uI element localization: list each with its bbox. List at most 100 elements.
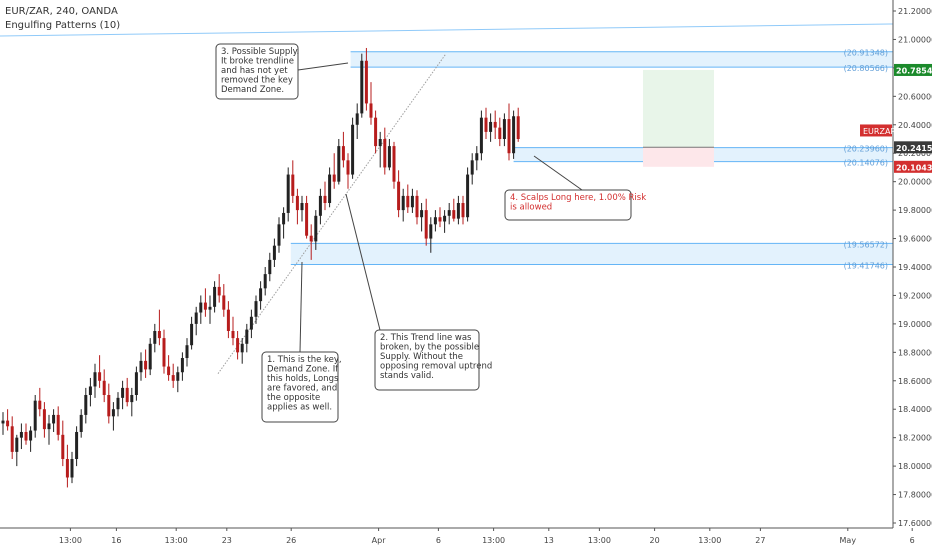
candle-body: [56, 414, 60, 435]
candle-body: [328, 174, 332, 203]
candle-body: [38, 400, 42, 410]
candle-body: [194, 312, 198, 324]
candle-body: [337, 146, 341, 182]
candle-body: [387, 146, 391, 168]
x-tick-label: 16: [111, 536, 121, 545]
zone-labels-layer: (20.91348) (20.80566) (20.23960) (20.14076)…: [844, 49, 888, 271]
candle-body: [378, 139, 382, 147]
candle-body: [415, 195, 419, 218]
target-area: [643, 69, 714, 148]
y-tick-label: 17.80000: [898, 491, 932, 500]
candle-body: [438, 217, 442, 222]
candle-body: [222, 295, 226, 310]
note-1-text: this holds, Longs: [267, 374, 339, 384]
candle-body: [19, 431, 23, 438]
zone-price-label: (20.80566): [844, 64, 888, 73]
x-tick-label: 6: [436, 536, 441, 545]
candle-body: [157, 331, 161, 339]
candle-body: [489, 121, 493, 132]
candle-body: [461, 203, 465, 218]
target-price-badge: [894, 63, 932, 76]
candle-body: [153, 331, 157, 344]
y-tick-label: 19.20000: [898, 291, 932, 300]
candle-body: [364, 60, 368, 104]
note-1-text: 1. This is the key,: [267, 355, 342, 365]
candle-body: [452, 210, 456, 219]
note-1-text: Demand Zone. If: [267, 365, 339, 375]
candle-body: [231, 331, 235, 339]
candle-body: [502, 119, 506, 139]
uptrend-line: [217, 53, 447, 374]
y-tick-label: 20.40000: [898, 121, 932, 130]
note-2-text: 2. This Trend line was: [380, 333, 472, 343]
x-tick-label: 6: [910, 536, 915, 545]
y-tick-label: 18.40000: [898, 405, 932, 414]
candle-body: [516, 116, 520, 139]
candle-body: [332, 174, 336, 182]
candle-body: [406, 195, 410, 208]
candle-body: [484, 117, 488, 132]
x-tick-label: 13:00: [588, 536, 611, 545]
candle-body: [360, 60, 364, 114]
note-4-text: 4. Scalps Long here, 1.00% Risk: [510, 193, 646, 203]
candle-body: [305, 203, 309, 236]
x-tick-label: 26: [286, 536, 296, 545]
candle-body: [88, 386, 92, 395]
candle-body: [346, 160, 350, 175]
candle-body: [134, 372, 138, 395]
y-tick-label: 19.40000: [898, 263, 932, 272]
y-tick-label: 19.60000: [898, 235, 932, 244]
stop-price-badge-text: 20.10439: [896, 163, 932, 172]
zone-price-label: (20.14076): [844, 159, 888, 168]
candle-body: [130, 395, 134, 403]
candle-body: [213, 286, 217, 307]
stop-price-badge: [894, 160, 932, 173]
candle-body: [144, 360, 148, 370]
x-tick-label: May: [840, 536, 857, 545]
candle-body: [429, 224, 433, 239]
candle-body: [498, 127, 502, 139]
candle-body: [61, 434, 65, 459]
candle-body: [268, 259, 272, 275]
candle-body: [245, 329, 249, 344]
y-tick-label: 21.20000: [898, 7, 932, 16]
x-tick-label: 23: [222, 536, 232, 545]
candle-body: [226, 309, 230, 331]
candle-body: [443, 215, 447, 222]
indicator-title: Engulfing Patterns (10): [5, 20, 120, 31]
candle-body: [47, 423, 51, 430]
candle-body: [374, 117, 378, 147]
candle-body: [309, 235, 313, 242]
note-2-text: broken, by the possible: [380, 343, 479, 353]
x-tick-label: 13:00: [165, 536, 188, 545]
y-tick-label: 17.60000: [898, 519, 932, 528]
candle-body: [84, 395, 88, 415]
candle-body: [203, 302, 207, 310]
candle-body: [70, 459, 74, 478]
candle-body: [392, 146, 396, 182]
note-2-text: opposing removal uptrend: [380, 362, 492, 372]
candle-body: [208, 306, 212, 310]
candle-body: [93, 372, 97, 387]
note-3-text: 3. Possible Supply.: [221, 47, 299, 57]
note-3-text: It broke trendline: [221, 57, 294, 67]
candle-body: [424, 210, 428, 239]
candle-body: [42, 409, 46, 430]
candle-body: [433, 217, 437, 225]
candles-layer: [1, 47, 520, 488]
lines-layer: [0, 23, 894, 374]
candle-body: [383, 139, 387, 168]
candle-body: [199, 302, 203, 313]
x-tick-label: Apr: [372, 536, 387, 545]
candle-body: [282, 212, 286, 225]
note-4-pointer: [533, 155, 583, 191]
candle-body: [107, 395, 111, 417]
note-2: [374, 329, 480, 391]
y-tick-label: 18.60000: [898, 377, 932, 386]
candle-body: [24, 431, 28, 441]
candle-body: [410, 195, 414, 208]
x-tick-label: 13:00: [698, 536, 721, 545]
